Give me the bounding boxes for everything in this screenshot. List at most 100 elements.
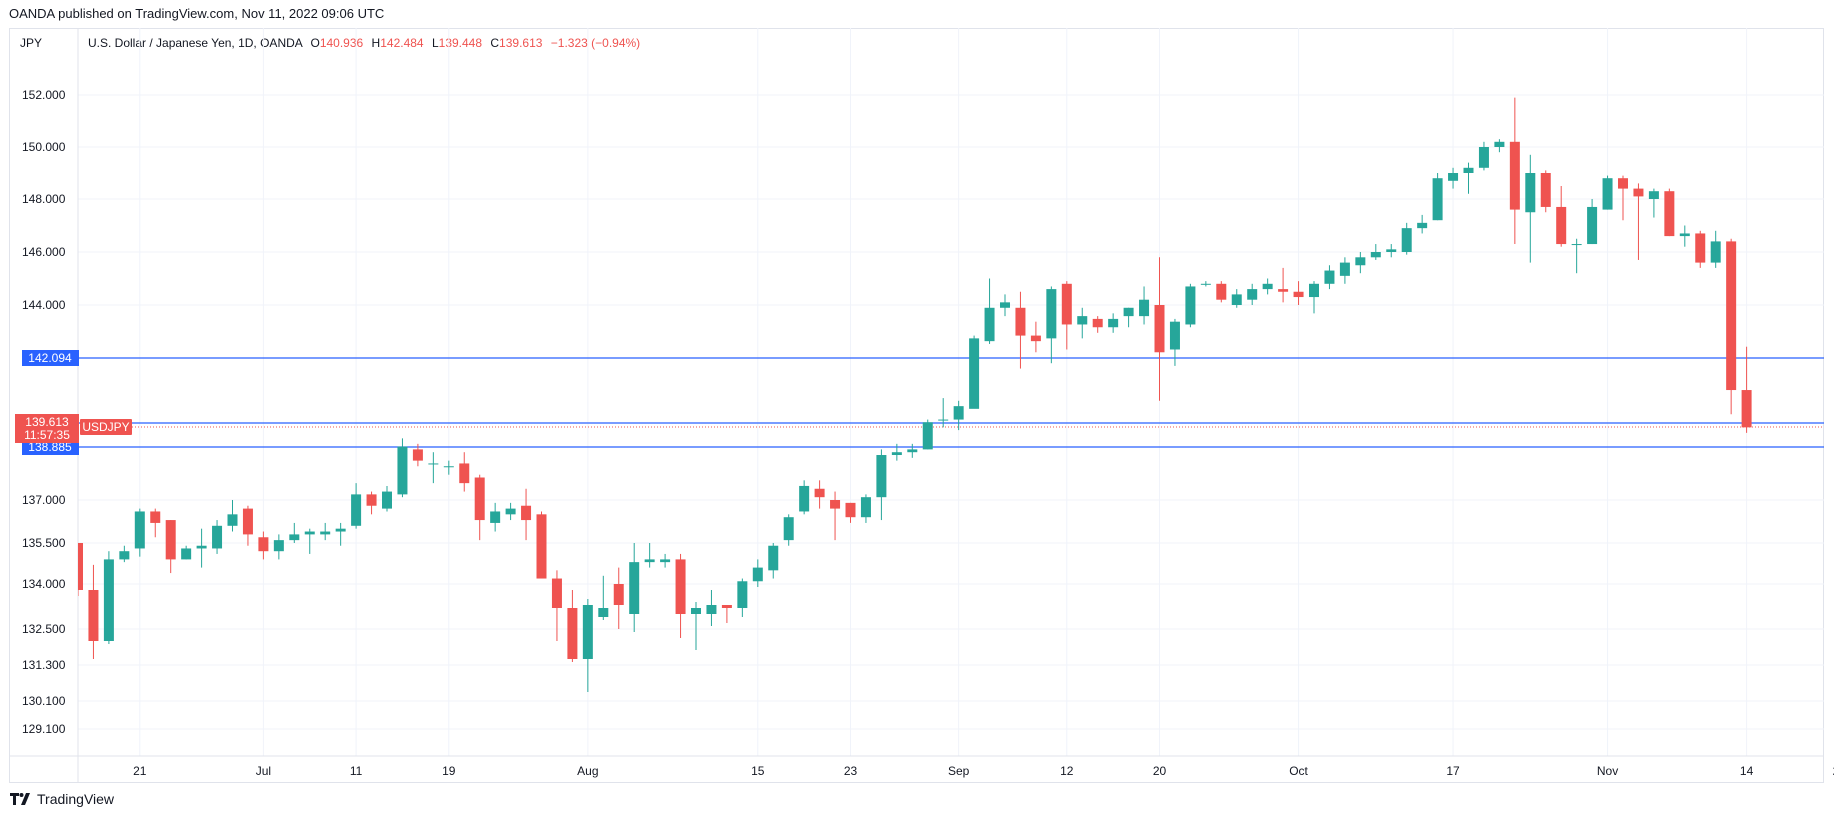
candle-body[interactable] [691, 608, 701, 614]
candle-body[interactable] [1695, 233, 1706, 263]
candle-body[interactable] [1139, 299, 1150, 317]
candle-body[interactable] [1092, 318, 1103, 328]
candle-body[interactable] [1030, 335, 1041, 342]
candle-body[interactable] [1278, 289, 1289, 292]
candle-body[interactable] [1169, 321, 1180, 350]
candle-body[interactable] [1108, 318, 1119, 328]
candle-body[interactable] [1556, 206, 1567, 245]
candle-body[interactable] [814, 488, 825, 498]
candle-body[interactable] [1448, 173, 1459, 181]
candle-body[interactable] [1324, 270, 1335, 284]
candle-body[interactable] [304, 531, 315, 535]
candle-body[interactable] [536, 514, 547, 579]
candle-body[interactable] [969, 338, 980, 409]
candle-body[interactable] [1726, 241, 1737, 391]
candle-body[interactable] [1123, 307, 1134, 317]
candle-body[interactable] [289, 534, 300, 541]
candle-body[interactable] [907, 449, 918, 453]
candlestick-chart[interactable]: 129.100 130.100 131.300 132.500 134.000 135.5… [0, 0, 1834, 790]
candle-body[interactable] [1417, 222, 1428, 229]
candle-body[interactable] [212, 525, 223, 549]
candle-body[interactable] [551, 578, 562, 608]
candle-body[interactable] [1664, 191, 1675, 237]
candle-body[interactable] [598, 608, 609, 617]
candle-body[interactable] [1602, 178, 1613, 210]
candle-body[interactable] [582, 605, 593, 659]
candle-body[interactable] [1710, 241, 1721, 263]
candle-body[interactable] [1200, 283, 1211, 285]
candle-body[interactable] [335, 528, 346, 532]
candle-body[interactable] [984, 307, 995, 342]
candle-body[interactable] [1679, 233, 1690, 237]
candle-body[interactable] [1185, 286, 1196, 325]
candle-body[interactable] [1247, 289, 1258, 300]
candle-body[interactable] [737, 581, 748, 608]
candle-body[interactable] [320, 531, 331, 535]
candle-body[interactable] [88, 590, 99, 641]
candle-body[interactable] [273, 540, 284, 552]
candle-body[interactable] [119, 551, 130, 560]
candle-body[interactable] [103, 559, 114, 641]
candle-body[interactable] [382, 491, 392, 509]
candle-body[interactable] [1231, 294, 1242, 305]
candle-body[interactable] [752, 567, 763, 582]
candle-body[interactable] [1046, 289, 1057, 339]
candle-body[interactable] [706, 605, 717, 614]
candle-body[interactable] [768, 545, 779, 571]
candle-body[interactable] [567, 608, 578, 659]
candle-body[interactable] [1525, 173, 1536, 213]
tradingview-brand[interactable]: TradingView [37, 791, 115, 807]
candle-body[interactable] [1355, 257, 1366, 266]
candle-body[interactable] [922, 422, 933, 450]
candle-body[interactable] [1154, 305, 1165, 353]
candle-body[interactable] [150, 511, 161, 523]
candle-body[interactable] [1339, 262, 1350, 276]
candle-body[interactable] [258, 537, 269, 552]
candle-body[interactable] [1463, 167, 1474, 173]
candle-body[interactable] [1077, 316, 1088, 325]
candle-body[interactable] [1741, 390, 1752, 428]
candle-body[interactable] [1216, 283, 1227, 300]
candle-body[interactable] [1618, 178, 1628, 189]
candle-body[interactable] [490, 511, 501, 523]
candle-body[interactable] [783, 517, 794, 541]
candle-body[interactable] [1432, 178, 1443, 221]
candle-body[interactable] [1309, 283, 1319, 298]
candle-body[interactable] [505, 508, 516, 515]
candle-body[interactable] [196, 545, 207, 549]
candle-body[interactable] [366, 494, 377, 506]
candle-body[interactable] [412, 449, 423, 461]
candle-body[interactable] [181, 548, 192, 560]
candle-body[interactable] [443, 466, 454, 468]
candle-body[interactable] [428, 463, 439, 465]
candle-body[interactable] [351, 494, 362, 526]
candle-body[interactable] [845, 502, 856, 518]
candle-body[interactable] [227, 514, 238, 526]
candle-body[interactable] [1262, 283, 1273, 290]
candle-body[interactable] [242, 508, 253, 535]
candle-body[interactable] [1648, 191, 1659, 199]
candle-body[interactable] [1587, 206, 1598, 245]
candle-body[interactable] [1293, 291, 1304, 298]
candle-body[interactable] [675, 559, 686, 614]
candle-body[interactable] [799, 485, 810, 512]
candle-body[interactable] [938, 419, 949, 421]
candle-body[interactable] [1540, 173, 1551, 207]
candle-body[interactable] [1370, 252, 1381, 258]
candle-body[interactable] [73, 543, 83, 590]
candle-body[interactable] [459, 463, 470, 484]
candle-body[interactable] [876, 455, 887, 498]
candle-body[interactable] [1494, 141, 1505, 147]
candle-body[interactable] [521, 505, 532, 521]
candle-body[interactable] [860, 497, 871, 518]
candle-body[interactable] [1386, 249, 1397, 252]
candle-body[interactable] [1509, 141, 1520, 210]
candle-body[interactable] [891, 452, 902, 456]
candle-body[interactable] [830, 500, 841, 509]
candle-body[interactable] [134, 511, 145, 549]
candle-body[interactable] [1015, 307, 1026, 336]
candle-body[interactable] [953, 406, 964, 420]
candle-body[interactable] [397, 446, 408, 495]
candle-body[interactable] [165, 520, 176, 560]
candle-body[interactable] [1478, 147, 1489, 168]
